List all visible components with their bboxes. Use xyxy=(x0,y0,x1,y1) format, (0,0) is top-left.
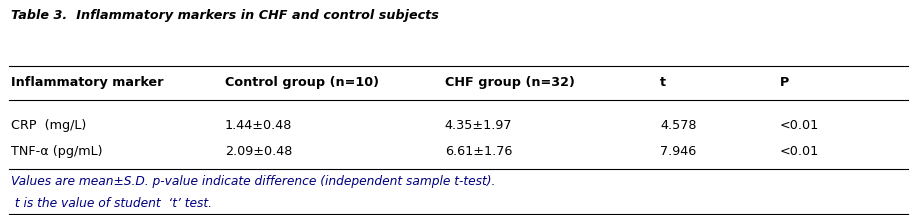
Text: 1.44±0.48: 1.44±0.48 xyxy=(225,119,292,132)
Text: CRP  (mg/L): CRP (mg/L) xyxy=(11,119,86,132)
Text: 6.61±1.76: 6.61±1.76 xyxy=(445,145,512,158)
Text: t: t xyxy=(660,76,667,89)
Text: 4.578: 4.578 xyxy=(660,119,697,132)
Text: TNF-α (pg/mL): TNF-α (pg/mL) xyxy=(11,145,103,158)
Text: P: P xyxy=(779,76,789,89)
Text: Values are mean±S.D. p-value indicate difference (independent sample t-test).: Values are mean±S.D. p-value indicate di… xyxy=(11,175,495,188)
Text: <0.01: <0.01 xyxy=(779,119,819,132)
Text: 4.35±1.97: 4.35±1.97 xyxy=(445,119,513,132)
Text: t is the value of student  ‘t’ test.: t is the value of student ‘t’ test. xyxy=(11,197,212,210)
Text: 7.946: 7.946 xyxy=(660,145,697,158)
Text: CHF group (n=32): CHF group (n=32) xyxy=(445,76,575,89)
Text: <0.01: <0.01 xyxy=(779,145,819,158)
Text: Table 3.  Inflammatory markers in CHF and control subjects: Table 3. Inflammatory markers in CHF and… xyxy=(11,9,439,22)
Text: Control group (n=10): Control group (n=10) xyxy=(225,76,379,89)
Text: Inflammatory marker: Inflammatory marker xyxy=(11,76,163,89)
Text: 2.09±0.48: 2.09±0.48 xyxy=(225,145,292,158)
